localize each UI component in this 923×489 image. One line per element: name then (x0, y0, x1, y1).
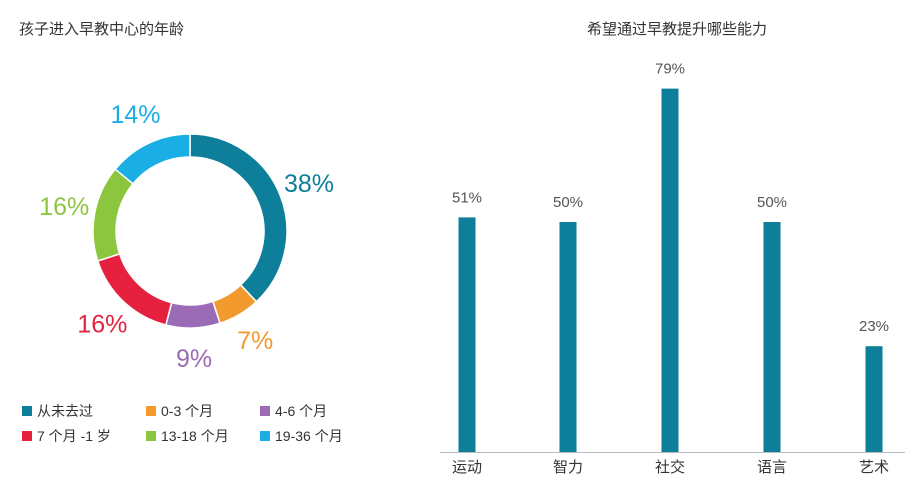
donut-slice (114, 133, 191, 185)
donut-slice (92, 168, 135, 262)
legend-row: 从未去过 0-3 个月 4-6 个月 (22, 400, 382, 422)
legend-swatch (146, 431, 156, 441)
bar-value-label: 51% (452, 189, 482, 206)
bar-value-label: 23% (859, 318, 889, 335)
donut-slice (189, 133, 288, 303)
bar-chart-title: 希望通过早教提升哪些能力 (587, 21, 768, 38)
legend-swatch (146, 406, 156, 416)
legend-item-5: 19-36 个月 (260, 426, 343, 446)
legend-item-4: 13-18 个月 (146, 426, 260, 446)
donut-slice-label: 38% (284, 170, 334, 198)
legend-item-0: 从未去过 (22, 401, 146, 421)
legend-label: 19-36 个月 (275, 428, 343, 444)
legend-label: 13-18 个月 (161, 428, 229, 444)
legend-label: 0-3 个月 (161, 403, 214, 419)
legend-label: 4-6 个月 (275, 403, 328, 419)
bar-value-label: 79% (655, 61, 685, 78)
donut-slice-label: 16% (39, 193, 89, 221)
legend-swatch (260, 406, 270, 416)
donut-slice-label: 7% (237, 327, 273, 355)
donut-slice-label: 9% (176, 345, 212, 373)
donut-slice-label: 14% (110, 101, 160, 129)
donut-slice-label: 16% (77, 310, 127, 338)
donut-legend: 从未去过 0-3 个月 4-6 个月 7 个月 -1 岁 13-18 个月 19… (22, 400, 382, 450)
legend-row: 7 个月 -1 岁 13-18 个月 19-36 个月 (22, 425, 382, 447)
bar (458, 217, 476, 452)
bar-category-label: 艺术 (859, 459, 889, 476)
bar-category-label: 社交 (655, 458, 685, 476)
bar-value-label: 50% (757, 194, 787, 211)
bar-category-label: 语言 (757, 459, 787, 476)
bar (661, 88, 679, 452)
legend-item-1: 0-3 个月 (146, 401, 260, 421)
donut-slice (164, 300, 221, 329)
bar-category-label: 运动 (452, 459, 482, 476)
bar-value-label: 50% (553, 194, 583, 211)
legend-swatch (22, 431, 32, 441)
legend-label: 7 个月 -1 岁 (37, 428, 111, 444)
bar (763, 222, 781, 452)
legend-swatch (22, 406, 32, 416)
legend-swatch (260, 431, 270, 441)
donut-chart-title: 孩子进入早教中心的年龄 (19, 21, 185, 38)
bar-category-label: 智力 (553, 458, 583, 476)
bar (559, 222, 577, 452)
bar (865, 346, 883, 452)
legend-label: 从未去过 (37, 403, 93, 419)
legend-item-3: 7 个月 -1 岁 (22, 426, 146, 446)
legend-item-2: 4-6 个月 (260, 401, 327, 421)
